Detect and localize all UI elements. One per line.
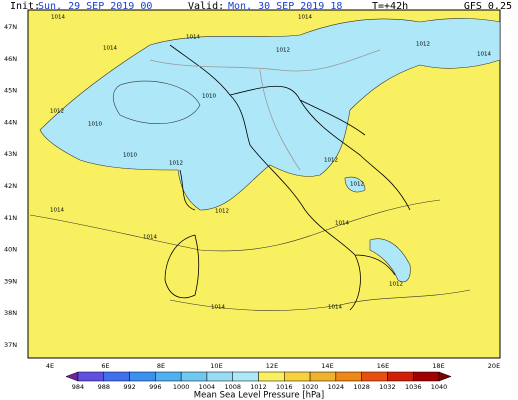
isobar-label: 1014 bbox=[211, 305, 225, 311]
isobar-label: 1014 bbox=[143, 235, 157, 241]
colorbar-segment bbox=[103, 371, 130, 382]
colorbar-label: 1004 bbox=[199, 383, 216, 391]
isobar-label: 1014 bbox=[186, 35, 200, 41]
colorbar-segment bbox=[412, 371, 440, 382]
latitude-label: 37N bbox=[4, 341, 17, 349]
colorbar-label: 1036 bbox=[405, 383, 422, 391]
isobar-label: 1014 bbox=[328, 305, 342, 311]
longitude-label: 16E bbox=[377, 362, 389, 370]
latitude-label: 42N bbox=[4, 182, 17, 190]
colorbar-segment bbox=[206, 371, 233, 382]
colorbar-label: 988 bbox=[98, 383, 110, 391]
longitude-label: 14E bbox=[321, 362, 333, 370]
colorbar-label: 1020 bbox=[302, 383, 319, 391]
longitude-label: 4E bbox=[46, 362, 54, 370]
longitude-label: 8E bbox=[157, 362, 165, 370]
header-init: Sun, 29 SEP 2019 00 bbox=[38, 1, 152, 12]
longitude-label: 6E bbox=[101, 362, 109, 370]
low-pressure-area bbox=[39, 18, 501, 211]
colorbar-label: 1016 bbox=[276, 383, 293, 391]
colorbar-label: 1000 bbox=[173, 383, 190, 391]
latitude-label: 41N bbox=[4, 214, 17, 222]
colorbar-segment bbox=[155, 371, 182, 382]
latitude-label: 45N bbox=[4, 87, 17, 95]
isobar-label: 1012 bbox=[350, 182, 364, 188]
isobar-label: 1014 bbox=[335, 221, 349, 227]
colorbar-title: Mean Sea Level Pressure [hPa] bbox=[194, 391, 325, 400]
isobar-label: 1010 bbox=[202, 94, 216, 100]
isobar bbox=[169, 289, 471, 311]
isobar-label: 1012 bbox=[215, 209, 229, 215]
colorbar-arrow bbox=[438, 371, 452, 382]
latitude-label: 44N bbox=[4, 118, 17, 126]
isobar-label: 1012 bbox=[169, 161, 183, 167]
colorbar-segment bbox=[361, 371, 388, 382]
colorbar-segment bbox=[180, 371, 208, 382]
colorbar-label: 1012 bbox=[250, 383, 267, 391]
isobar-label: 1014 bbox=[50, 208, 64, 214]
isobar-label: 1012 bbox=[416, 42, 430, 48]
longitude-label: 18E bbox=[432, 362, 444, 370]
header-model: GFS 0.25 bbox=[464, 1, 512, 12]
low-pressure-area bbox=[369, 238, 411, 283]
isobar-label: 1014 bbox=[477, 52, 491, 58]
isobar-label: 1012 bbox=[276, 48, 290, 54]
header-init-label: Init: bbox=[10, 1, 40, 12]
latitude-label: 43N bbox=[4, 150, 17, 158]
colorbar-segment bbox=[387, 371, 414, 382]
colorbar-label: 1008 bbox=[224, 383, 241, 391]
isobar-label: 1014 bbox=[103, 46, 117, 52]
latitude-label: 39N bbox=[4, 277, 17, 285]
isobar-label: 1014 bbox=[298, 15, 312, 21]
colorbar-segment bbox=[77, 371, 105, 382]
longitude-label: 12E bbox=[266, 362, 278, 370]
colorbar-segment bbox=[335, 371, 362, 382]
latitude-label: 47N bbox=[4, 23, 17, 31]
isobar-label: 1010 bbox=[123, 153, 137, 159]
colorbar-label: 996 bbox=[149, 383, 161, 391]
colorbar-label: 992 bbox=[123, 383, 135, 391]
longitude-label: 20E bbox=[488, 362, 500, 370]
colorbar-segment bbox=[258, 371, 285, 382]
isobar bbox=[29, 199, 441, 252]
isobar-label: 1012 bbox=[389, 282, 403, 288]
colorbar-segment bbox=[129, 371, 156, 382]
latitude-label: 38N bbox=[4, 309, 17, 317]
colorbar-label: 1028 bbox=[353, 383, 370, 391]
colorbar-label: 1032 bbox=[379, 383, 396, 391]
colorbar-segment bbox=[309, 371, 337, 382]
latitude-label: 40N bbox=[4, 246, 17, 254]
isobar bbox=[112, 80, 201, 125]
isobar-label: 1010 bbox=[88, 122, 102, 128]
colorbar-label: 1040 bbox=[431, 383, 448, 391]
colorbar-segment bbox=[232, 371, 259, 382]
colorbar-label: 984 bbox=[72, 383, 84, 391]
longitude-label: 10E bbox=[210, 362, 222, 370]
latitude-label: 46N bbox=[4, 55, 17, 63]
coastline bbox=[164, 44, 411, 311]
isobar-label: 1014 bbox=[51, 15, 65, 21]
low-pressure-area bbox=[344, 176, 366, 193]
header-valid: Mon, 30 SEP 2019 18 bbox=[228, 1, 342, 12]
isobar-label: 1012 bbox=[50, 109, 64, 115]
header-valid-label: Valid: bbox=[188, 1, 224, 12]
border bbox=[149, 49, 381, 171]
colorbar-label: 1024 bbox=[328, 383, 345, 391]
colorbar-segment bbox=[284, 371, 311, 382]
isobar-label: 1012 bbox=[324, 158, 338, 164]
header-step: T=+42h bbox=[372, 1, 408, 12]
